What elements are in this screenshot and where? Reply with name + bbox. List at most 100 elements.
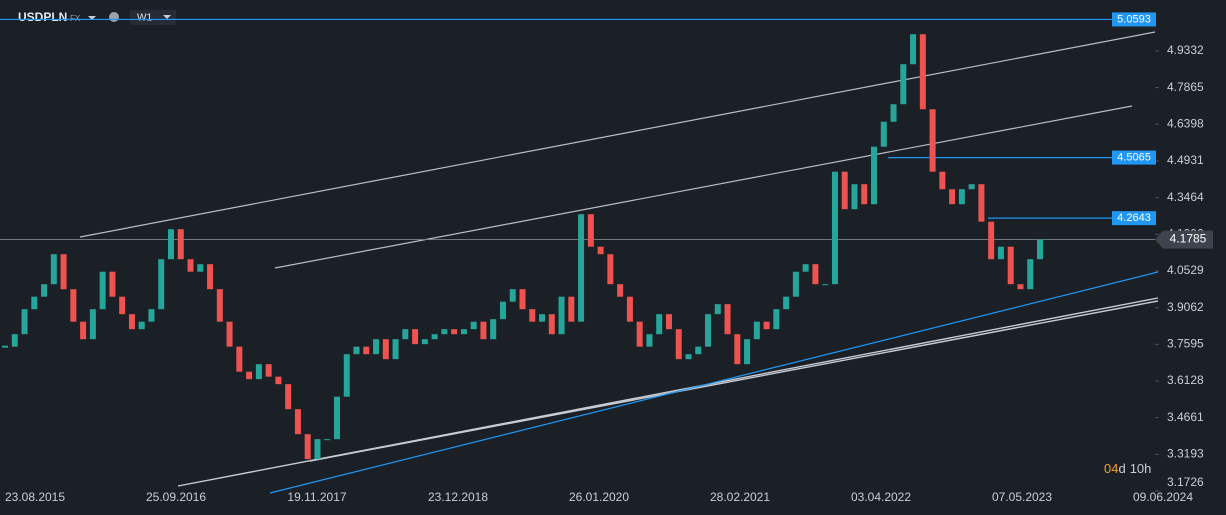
candle [636,321,643,347]
trend-line [269,271,1159,494]
price-level-label: 4.2643 [1117,212,1151,224]
trend-line [79,31,1156,238]
symbol[interactable]: USDPLN [18,10,67,24]
candle [50,254,57,285]
timeframe-box[interactable] [130,10,176,25]
candle [216,289,223,322]
candle [831,171,838,285]
candle [685,354,692,360]
x-tick-label: 19.11.2017 [287,490,346,504]
candle [255,364,262,380]
candle [363,346,370,355]
candle [734,334,741,365]
y-tick-label: 3.7595 [1167,336,1204,350]
candle [900,64,907,105]
candle [324,439,331,441]
candle [343,354,350,397]
candle [607,254,614,285]
candle [177,229,184,260]
candle [402,329,409,340]
candle [753,321,760,340]
candle [1037,239,1043,260]
candle [392,339,399,360]
trend-lines [79,31,1159,494]
candle [675,329,682,360]
candle [578,214,585,322]
info-icon[interactable] [109,12,119,22]
candle [1007,246,1014,285]
candle [646,334,653,347]
dropdown-arrow[interactable] [88,16,96,20]
candle [353,346,360,355]
candle [246,371,253,380]
x-tick-label: 26.01.2020 [569,490,629,504]
candle [1027,259,1034,290]
y-tick-label: 4.4931 [1167,153,1204,167]
y-tick-label: 3.6128 [1167,373,1204,387]
candle [11,334,18,347]
price-level-box [1112,211,1156,226]
market: FX [70,14,81,23]
candle [509,289,516,302]
candle [714,304,721,315]
y-tick-label: 4.0529 [1167,263,1204,277]
candle [109,271,116,297]
candle [919,34,926,110]
timeframe[interactable]: W1 [137,13,152,24]
candle [695,346,702,355]
countdown-unit: h [1144,461,1151,476]
y-tick-label: 4.9332 [1167,43,1204,57]
candle [99,271,106,310]
candle [841,171,848,210]
candle [626,296,633,322]
countdown-unit: d [1118,461,1125,476]
candle [910,34,917,65]
candle [60,254,67,290]
x-tick-label: 23.12.2018 [428,490,488,504]
y-tick-label: 3.9062 [1167,300,1204,314]
candle [480,321,487,340]
price-level-label: 5.0593 [1117,13,1151,25]
candle [128,314,135,330]
candle [431,334,438,340]
dropdown-arrow[interactable] [163,15,171,19]
y-tick-label: 3.3193 [1167,447,1204,461]
candle [939,171,946,190]
price-level-box [1112,12,1156,27]
candle [382,339,389,360]
candle [968,184,975,190]
candle [21,309,28,335]
x-tick-label: 07.05.2023 [992,490,1052,504]
candle [792,271,799,297]
candle [1017,284,1024,290]
candle [119,296,126,315]
candle [558,296,565,335]
x-tick-label: 03.04.2022 [851,490,911,504]
x-tick-label: 25.09.2016 [146,490,206,504]
candle [880,121,887,147]
candle [236,346,243,372]
candle [656,314,663,335]
candle [31,296,38,310]
candle [167,229,174,260]
x-tick-label: 09.06.2024 [1133,490,1193,504]
candle [871,146,878,205]
price-level-box [1112,150,1156,165]
candle [724,304,731,335]
candle [226,321,233,347]
candle [265,364,272,377]
candle [441,329,448,335]
x-tick-label: 23.08.2015 [5,490,65,504]
price-level-label: 4.5065 [1117,151,1151,163]
candle [304,434,311,460]
candle [519,289,526,310]
candle [890,104,897,122]
candle [460,329,467,335]
candle [451,329,458,335]
last-price-label: 4.1785 [1170,232,1207,246]
last-price-box [1155,230,1213,249]
candle [744,339,751,365]
candle [851,184,858,210]
candle [705,314,712,347]
candle [158,259,165,310]
